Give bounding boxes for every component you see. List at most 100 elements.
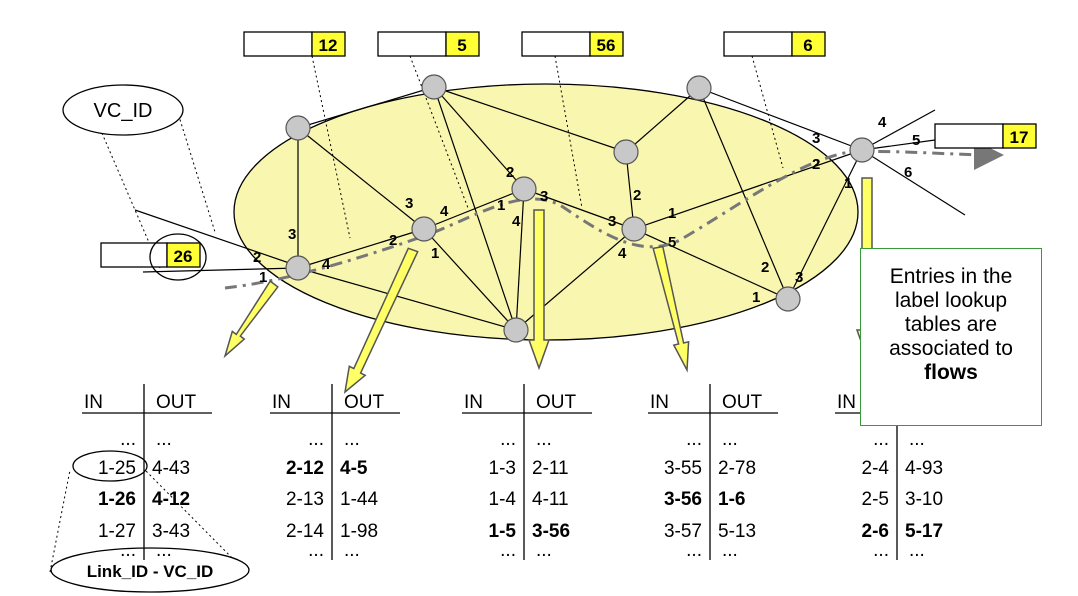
internal-links xyxy=(297,86,863,331)
vc-id-callout: VC_ID xyxy=(62,84,184,136)
table-dots: ... xyxy=(156,429,172,450)
router-nodes xyxy=(285,74,875,343)
table-header-in: IN xyxy=(650,392,669,413)
table-cell-out: 2-11 xyxy=(532,458,569,479)
router-node xyxy=(621,216,647,242)
port-label: 2 xyxy=(761,259,769,276)
table-dots: ... xyxy=(500,429,516,450)
table-dots: ... xyxy=(873,540,889,561)
top-label-boxes: 12 5 56 6 xyxy=(243,31,826,57)
table-dots: ... xyxy=(308,429,324,450)
callout-line: tables are xyxy=(904,313,998,336)
port-label: 2 xyxy=(506,164,514,181)
table-cell-in: 2-5 xyxy=(862,489,889,510)
port-label: 5 xyxy=(668,234,676,251)
table-cell-out: 1-44 xyxy=(340,489,378,510)
table-cell-in: 2-6 xyxy=(862,521,889,542)
table-dots: ... xyxy=(873,429,889,450)
table-dots: ... xyxy=(156,540,172,561)
port-label: 3 xyxy=(288,226,296,243)
port-label: 4 xyxy=(322,256,331,273)
table-cell-in: 1-25 xyxy=(98,458,136,479)
table-cell-in: 2-14 xyxy=(286,521,324,542)
port-labels: 2 3 1 4 3 4 2 1 2 1 3 4 2 3 1 4 5 3 2 1 … xyxy=(253,114,920,306)
table-dots: ... xyxy=(909,429,925,450)
table-cell-out: 5-13 xyxy=(718,521,756,542)
table-cell-in: 1-5 xyxy=(489,521,517,542)
table-cell-in: 2-12 xyxy=(286,458,324,479)
port-label: 1 xyxy=(497,197,505,214)
router-node xyxy=(503,317,529,343)
port-label: 1 xyxy=(752,289,760,306)
egress-label-box: 17 xyxy=(934,123,1037,149)
label-value: 56 xyxy=(597,36,616,55)
table-cell-in: 3-57 xyxy=(664,521,702,542)
table-cell-out: 1-98 xyxy=(340,521,378,542)
table-dots: ... xyxy=(722,429,738,450)
table-header-out: OUT xyxy=(344,392,385,413)
vc-id-text: VC_ID xyxy=(94,100,153,122)
callout-line: Entries in the xyxy=(889,265,1013,288)
table-dots: ... xyxy=(344,540,360,561)
router-node xyxy=(849,137,875,163)
label-value: 26 xyxy=(174,247,193,266)
label-box: 56 xyxy=(521,31,624,57)
flow-path xyxy=(224,139,1004,290)
flows-callout: Entries in the label lookup tables are a… xyxy=(860,248,1042,426)
lookup-tables: IN OUT... ... 1-25 4-43 1-26 4-12 1-27 3-43.....… xyxy=(82,384,965,561)
label-value: 12 xyxy=(319,36,338,55)
router-node xyxy=(686,75,712,101)
table-header-in: IN xyxy=(84,392,103,413)
label-value: 5 xyxy=(457,36,466,55)
router-node xyxy=(411,216,437,242)
leader-lines xyxy=(49,55,784,573)
label-box: 12 xyxy=(243,31,346,57)
port-label: 2 xyxy=(633,187,641,204)
router-node xyxy=(775,286,801,312)
port-label: 3 xyxy=(405,195,413,212)
table-dots: ... xyxy=(722,540,738,561)
port-label: 1 xyxy=(668,205,676,222)
port-label: 3 xyxy=(812,130,820,147)
port-label: 2 xyxy=(812,156,820,173)
table-cell-out: 4-93 xyxy=(905,458,943,479)
table-cell-in: 1-3 xyxy=(489,458,516,479)
table-header-in: IN xyxy=(272,392,291,413)
table-header-out: OUT xyxy=(536,392,577,413)
link-vc-id-text: Link_ID - VC_ID xyxy=(87,562,214,581)
vc-id-highlight xyxy=(149,233,207,281)
table-dots: ... xyxy=(536,429,552,450)
router-node xyxy=(285,255,311,281)
table-cell-out: 1-6 xyxy=(718,489,745,510)
label-value: 17 xyxy=(1010,128,1029,147)
network-cloud xyxy=(233,83,859,341)
table-cell-in: 1-27 xyxy=(98,521,136,542)
port-label: 4 xyxy=(878,114,887,131)
table-cell-in: 1-26 xyxy=(98,489,136,510)
table-cell-in: 3-56 xyxy=(664,489,702,510)
link-vc-id-callout: Link_ID - VC_ID xyxy=(50,547,250,593)
table-cell-out: 3-10 xyxy=(905,489,943,510)
table-dots: ... xyxy=(686,429,702,450)
router-node xyxy=(285,115,311,141)
table-dots: ... xyxy=(536,540,552,561)
table-cell-out: 5-17 xyxy=(905,521,943,542)
table-dots: ... xyxy=(120,429,136,450)
port-label: 1 xyxy=(844,175,852,192)
port-label: 5 xyxy=(912,132,920,149)
table-cell-in: 2-4 xyxy=(862,458,890,479)
table-cell-in: 1-4 xyxy=(489,489,517,510)
table-cell-out: 4-11 xyxy=(532,489,569,510)
table-dots: ... xyxy=(344,429,360,450)
port-label: 4 xyxy=(618,245,627,262)
table-cell-out: 3-43 xyxy=(152,521,190,542)
table-dots: ... xyxy=(686,540,702,561)
table-dots: ... xyxy=(500,540,516,561)
table-dots: ... xyxy=(909,540,925,561)
table-cell-out: 4-5 xyxy=(340,458,368,479)
table-cell-in: 3-55 xyxy=(664,458,702,479)
table-cell-in: 2-13 xyxy=(286,489,324,510)
table-header-out: OUT xyxy=(156,392,197,413)
router-node xyxy=(421,74,447,100)
label-box: 5 xyxy=(377,31,480,57)
